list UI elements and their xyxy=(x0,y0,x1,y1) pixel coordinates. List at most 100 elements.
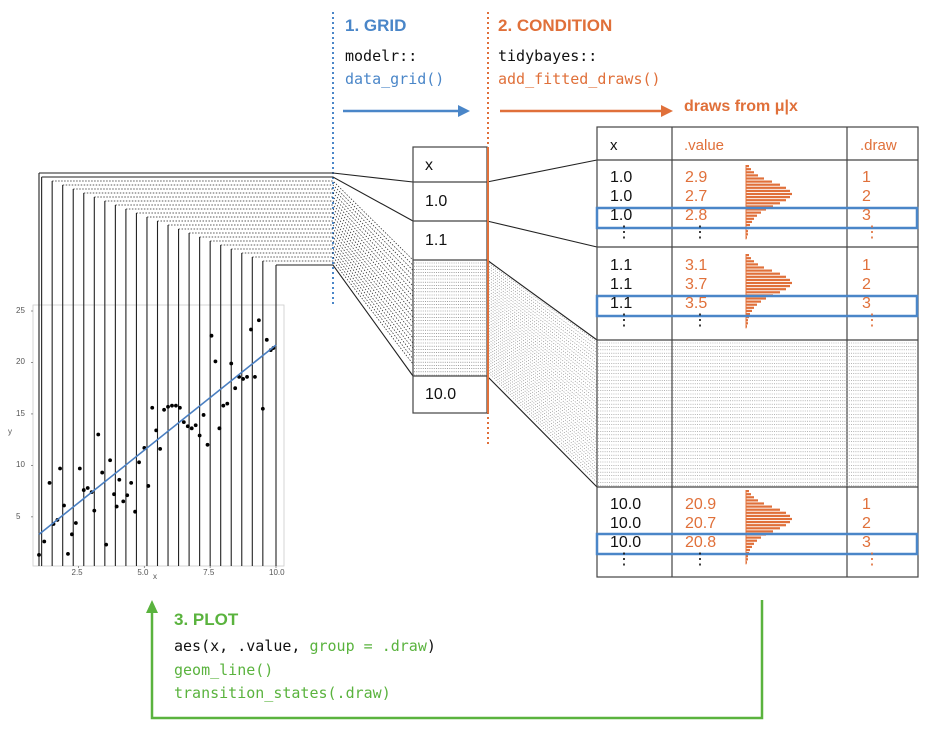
step3-geom-line: geom_line() xyxy=(174,661,274,679)
y-tick-label: 20 xyxy=(16,357,25,367)
data-point xyxy=(249,327,253,332)
table-connector-dashed xyxy=(486,292,598,382)
data-point xyxy=(42,539,47,544)
draws-histogram-bar xyxy=(746,285,790,288)
ellipsis-draw: ⋮ xyxy=(864,224,880,241)
draws-histogram-bar xyxy=(746,545,752,548)
ellipsis-value: ⋮ xyxy=(692,312,708,329)
x-tick-label: 5.0 xyxy=(137,568,149,577)
draws-histogram-bar xyxy=(746,189,790,192)
draws-cell-draw: 3 xyxy=(862,295,871,312)
data-point xyxy=(125,493,130,498)
draws-histogram-bar xyxy=(746,266,764,269)
plot-fit-line xyxy=(38,344,277,535)
data-point xyxy=(66,551,70,556)
plot-panel xyxy=(32,304,285,567)
table-connector-dashed xyxy=(486,365,598,476)
table-connector-dashed xyxy=(486,278,598,364)
ellipsis-x: ⋮ xyxy=(616,312,632,329)
aes-suffix: ) xyxy=(426,637,436,655)
grid-connector-line xyxy=(178,228,414,323)
ellipsis-value: ⋮ xyxy=(692,224,708,241)
aes-prefix: aes(x, .value, xyxy=(174,637,310,655)
data-point xyxy=(104,542,109,547)
y-axis-label: y xyxy=(8,427,12,436)
table-connector-dashed xyxy=(486,342,598,447)
data-point xyxy=(181,420,186,425)
grid-table-header: x xyxy=(425,157,433,174)
data-point xyxy=(225,401,230,406)
table-connector-dashed xyxy=(486,295,598,386)
draws-histogram-bar xyxy=(746,211,761,214)
draws-table xyxy=(595,126,919,578)
draws-histogram-bar xyxy=(746,223,750,227)
draws-histogram-bar xyxy=(746,558,748,561)
data-point xyxy=(37,553,41,557)
step2-package: tidybayes:: xyxy=(498,47,598,65)
draws-header-x: x xyxy=(610,137,618,154)
plot-points xyxy=(37,318,276,557)
grid-connector-line xyxy=(241,252,414,354)
table-connector-dashed xyxy=(486,351,598,458)
draws-histogram-bar xyxy=(746,548,750,552)
grid-connector-line xyxy=(146,216,414,308)
step3-transition: transition_states(.draw) xyxy=(174,684,391,702)
table-connector-dashed xyxy=(486,261,598,343)
grid-arrow-head xyxy=(458,105,470,117)
table-connector-dashed xyxy=(486,264,598,346)
table-connector-dashed xyxy=(486,370,598,483)
draws-histogram-bar xyxy=(746,174,758,177)
table-connector-line xyxy=(486,220,598,248)
data-point xyxy=(162,407,166,412)
grid-connector-line xyxy=(168,224,414,318)
table-connector-dashed xyxy=(486,354,598,462)
table-connector-line xyxy=(486,159,598,183)
draws-histogram-bar xyxy=(746,186,786,189)
data-point xyxy=(137,460,141,465)
draws-histogram-bar xyxy=(746,220,752,223)
table-connector-dashed xyxy=(486,362,598,472)
data-point xyxy=(170,403,174,408)
grid-connector-line xyxy=(231,248,414,349)
draws-histogram-bar xyxy=(746,499,758,502)
table-connector-dashed xyxy=(486,326,598,426)
data-point xyxy=(260,406,265,411)
data-point xyxy=(221,403,226,408)
aes-group: group = .draw xyxy=(309,637,427,655)
table-connector-dashed xyxy=(486,275,598,361)
table-connector-dashed xyxy=(486,309,598,404)
fit-line xyxy=(38,344,277,535)
plot-vertical-lines xyxy=(38,173,277,566)
grid-connector-line xyxy=(189,232,414,328)
draws-cell-value: 20.8 xyxy=(685,534,717,551)
draws-histogram-bar xyxy=(746,263,758,266)
draws-cell-value: 20.9 xyxy=(685,496,717,513)
grid-connector-line xyxy=(157,220,414,313)
data-point xyxy=(253,374,257,379)
y-tick-label: 10 xyxy=(16,460,25,470)
draws-histogram-bar xyxy=(746,168,751,171)
draws-histogram-bar xyxy=(746,269,772,272)
draws-histogram-bar xyxy=(746,530,773,533)
step1-package: modelr:: xyxy=(345,47,418,65)
x-tick-label: 10.0 xyxy=(269,568,285,577)
draws-cell-draw: 3 xyxy=(862,534,871,551)
data-point xyxy=(209,333,214,338)
data-point xyxy=(189,426,194,431)
grid-connector-line xyxy=(199,236,414,334)
y-tick-label: 5 xyxy=(16,511,21,521)
grid-table xyxy=(412,146,489,414)
draws-histogram-bar xyxy=(746,493,751,496)
data-point xyxy=(117,477,122,482)
highlight-row-1 xyxy=(595,206,919,230)
x-axis-label: x xyxy=(153,572,157,581)
data-point xyxy=(193,423,198,428)
table-connector-dashed xyxy=(486,267,598,350)
table-connector-dashed xyxy=(486,323,598,422)
draws-cell-draw: 1 xyxy=(862,257,871,274)
ellipsis-value: ⋮ xyxy=(692,551,708,568)
data-point xyxy=(133,509,138,514)
table-connector-line xyxy=(486,375,598,488)
plot-axes xyxy=(31,310,277,568)
